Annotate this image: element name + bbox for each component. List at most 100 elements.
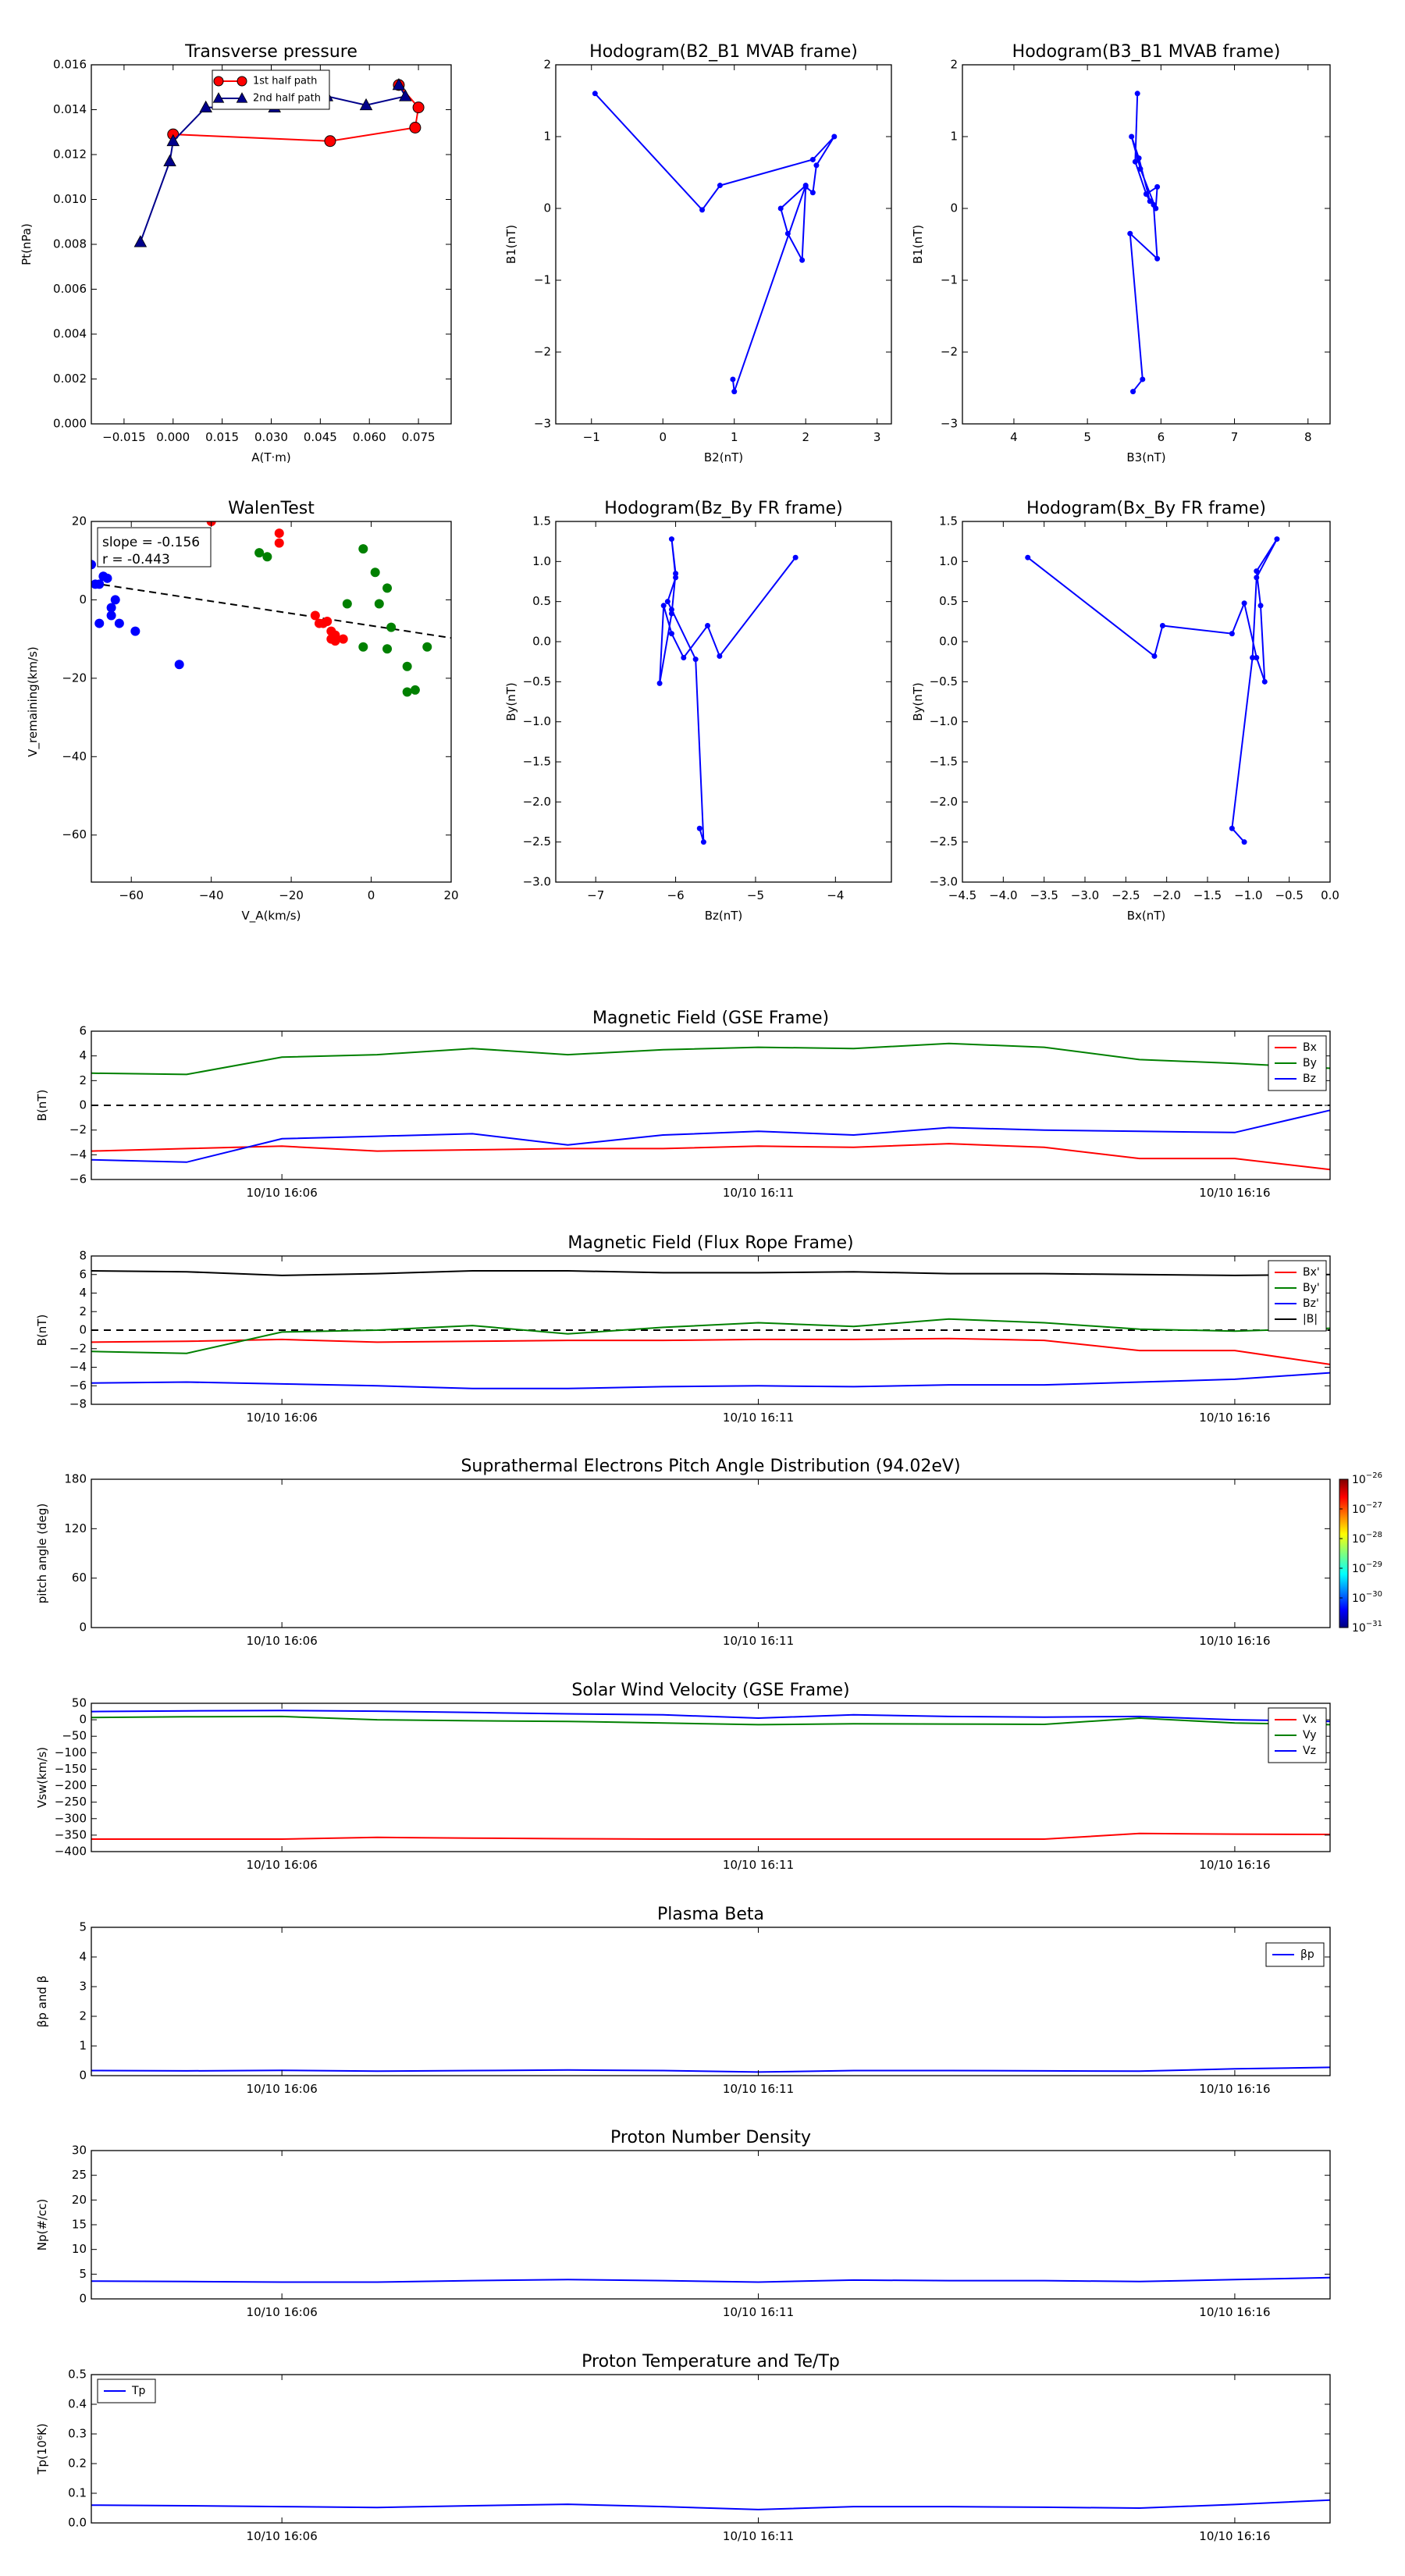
x-tick-label: −5 bbox=[747, 888, 764, 902]
y-tick-label: 180 bbox=[64, 1472, 87, 1486]
y-tick-label: −1.0 bbox=[523, 714, 551, 728]
y-tick-label: 120 bbox=[64, 1521, 87, 1535]
x-tick-label: −4.5 bbox=[948, 888, 976, 902]
y-tick-label: −150 bbox=[55, 1762, 87, 1776]
x-tick-label: −6 bbox=[667, 888, 685, 902]
y-tick-label: 0.004 bbox=[53, 327, 87, 341]
data-point bbox=[1241, 839, 1247, 845]
x-tick-label: −60 bbox=[119, 888, 144, 902]
y-axis-label: Pt(nPa) bbox=[20, 223, 34, 265]
y-axis-label: B(nT) bbox=[35, 1315, 49, 1347]
data-point bbox=[1154, 255, 1161, 262]
y-tick-label: −2 bbox=[69, 1341, 87, 1355]
chart-title: Plasma Beta bbox=[657, 1905, 764, 1924]
x-tick-label: 10/10 16:16 bbox=[1199, 2529, 1270, 2543]
colorbar-label-exponent: −31 bbox=[1366, 1620, 1382, 1628]
data-point bbox=[110, 595, 120, 605]
legend-label: 1st half path bbox=[253, 76, 317, 87]
chart-title: Suprathermal Electrons Pitch Angle Distr… bbox=[461, 1457, 960, 1476]
y-tick-label: −1.0 bbox=[930, 714, 958, 728]
x-tick-label: 10/10 16:16 bbox=[1199, 1186, 1270, 1200]
hodogram-frame bbox=[962, 64, 1331, 425]
plasma-beta-frame bbox=[91, 1927, 1331, 2076]
y-tick-label: 0 bbox=[950, 201, 958, 215]
data-point bbox=[831, 133, 838, 140]
colorbar-label-base: 10 bbox=[1352, 1533, 1366, 1546]
chart-title: WalenTest bbox=[228, 499, 315, 518]
x-tick-label: −1.5 bbox=[1193, 888, 1222, 902]
y-tick-label: −2.0 bbox=[523, 795, 551, 809]
data-point bbox=[784, 230, 791, 237]
x-tick-label: −4.0 bbox=[989, 888, 1017, 902]
y-tick-label: −350 bbox=[55, 1827, 87, 1841]
legend-label: Tp bbox=[131, 2385, 146, 2397]
y-tick-label: 4 bbox=[79, 1950, 87, 1964]
y-tick-label: 30 bbox=[72, 2144, 87, 2158]
data-point bbox=[91, 560, 96, 570]
series-line-by bbox=[91, 1042, 1331, 1076]
colorbar-label-exponent: −27 bbox=[1366, 1501, 1382, 1510]
data-point bbox=[310, 610, 320, 621]
data-point bbox=[1159, 622, 1165, 628]
data-point bbox=[1130, 389, 1136, 395]
y-tick-label: 0.010 bbox=[53, 192, 87, 206]
x-tick-label: 10/10 16:11 bbox=[723, 2305, 794, 2319]
data-point bbox=[1254, 655, 1260, 661]
y-tick-label: 0.2 bbox=[68, 2457, 87, 2471]
y-tick-label: 60 bbox=[72, 1571, 87, 1585]
data-point bbox=[163, 154, 176, 167]
x-tick-label: −0.015 bbox=[102, 430, 146, 444]
y-tick-label: 0.008 bbox=[53, 237, 87, 251]
y-tick-label: −3.0 bbox=[930, 875, 958, 889]
y-axis-label: By(nT) bbox=[911, 682, 925, 721]
series-line-vz bbox=[91, 1710, 1331, 1723]
y-tick-label: 5 bbox=[79, 1920, 87, 1934]
y-axis-label: Tp(10⁶K) bbox=[35, 2423, 49, 2475]
x-tick-label: −4 bbox=[827, 888, 844, 902]
chart-transverse-pressure: −0.015 0.000 0.015 0.030 0.045 0.060 0.075 0.00… bbox=[20, 42, 452, 464]
y-tick-label: −0.5 bbox=[930, 674, 958, 688]
y-axis-label: pitch angle (deg) bbox=[35, 1503, 49, 1603]
series-line-by bbox=[91, 1318, 1331, 1354]
legend-box bbox=[212, 69, 330, 110]
data-point bbox=[1025, 554, 1031, 560]
series-line-bz bbox=[91, 1109, 1331, 1163]
y-tick-label: 0 bbox=[79, 1713, 87, 1727]
y-tick-label: −100 bbox=[55, 1745, 87, 1759]
y-tick-label: −3.0 bbox=[523, 875, 551, 889]
stats-line: slope = -0.156 bbox=[102, 535, 200, 550]
data-point bbox=[664, 599, 670, 605]
chart-magnetic-field-flux-rope: 10/10 16:06 10/10 16:11 10/10 16:16 −8 −6 −4 −… bbox=[35, 1233, 1331, 1425]
y-tick-label: −6 bbox=[69, 1172, 87, 1187]
x-tick-label: 6 bbox=[1158, 430, 1165, 444]
data-point bbox=[358, 544, 368, 554]
y-tick-label: 1 bbox=[950, 130, 958, 144]
data-point bbox=[370, 568, 380, 578]
data-point bbox=[592, 91, 598, 97]
series-line-vx bbox=[91, 1832, 1331, 1840]
legend-label: Bx bbox=[1303, 1041, 1317, 1054]
data-point bbox=[673, 571, 679, 577]
hodogram-frame bbox=[555, 64, 892, 425]
data-point bbox=[799, 257, 806, 263]
x-tick-label: −3.5 bbox=[1030, 888, 1058, 902]
y-tick-label: 0.016 bbox=[53, 58, 87, 72]
x-tick-label: 10/10 16:11 bbox=[723, 2529, 794, 2543]
series-line-b bbox=[91, 1270, 1331, 1276]
data-point bbox=[813, 162, 820, 169]
colorbar-label-base: 10 bbox=[1352, 1503, 1366, 1516]
pitch-angle-distribution-frame bbox=[91, 1478, 1331, 1628]
x-tick-label: 20 bbox=[443, 888, 458, 902]
chart-title: Hodogram(B2_B1 MVAB frame) bbox=[589, 42, 858, 62]
y-tick-label: −300 bbox=[55, 1811, 87, 1825]
x-tick-label: 0.060 bbox=[353, 430, 386, 444]
series-line-vy bbox=[91, 1715, 1331, 1726]
x-tick-label: 10/10 16:11 bbox=[723, 1186, 794, 1200]
colorbar-label-base: 10 bbox=[1352, 1474, 1366, 1486]
legend-label: Vx bbox=[1303, 1713, 1317, 1726]
y-tick-label: −60 bbox=[62, 827, 87, 841]
x-tick-label: 1 bbox=[731, 430, 738, 444]
stats-line: r = -0.443 bbox=[102, 552, 170, 568]
legend-marker bbox=[237, 76, 247, 87]
